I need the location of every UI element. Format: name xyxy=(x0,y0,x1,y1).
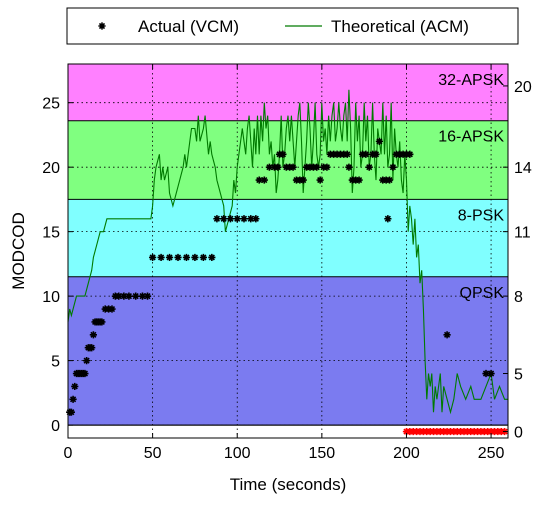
series-0-point-32 xyxy=(165,253,174,262)
band-label-0: QPSK xyxy=(460,285,505,302)
y-tick-label-3: 15 xyxy=(42,225,60,242)
series-0-point-43 xyxy=(247,215,255,223)
legend-label-actual: Actual (VCM) xyxy=(138,17,239,36)
right-tick-label-1: 5 xyxy=(514,367,523,384)
series-0-point-79 xyxy=(372,150,380,158)
series-0-point-28 xyxy=(138,292,147,300)
series-0-point-38 xyxy=(213,215,221,223)
series-0-point-9 xyxy=(81,369,89,378)
series-0-point-70 xyxy=(343,150,351,158)
legend-label-theoretical: Theoretical (ACM) xyxy=(331,17,469,36)
series-0-point-92 xyxy=(482,369,490,378)
modulation-bands xyxy=(68,64,508,426)
x-tick-label-5: 250 xyxy=(478,445,505,462)
series-0-point-27 xyxy=(132,292,140,300)
legend: Actual (VCM) Theoretical (ACM) xyxy=(66,7,519,45)
series-0-point-36 xyxy=(199,253,207,262)
right-axis-ticks: 0 5 8 11 14 20 xyxy=(503,79,532,442)
series-0-point-61 xyxy=(313,163,321,171)
band-1 xyxy=(68,199,508,277)
series-0-point-30 xyxy=(149,253,157,262)
series-0-point-76 xyxy=(362,150,370,158)
series-0-point-1 xyxy=(67,408,75,416)
y-axis-label: MODCOD xyxy=(9,212,28,289)
series-0-point-91 xyxy=(443,331,451,339)
legend-marker-actual xyxy=(98,22,106,30)
series-0-point-25 xyxy=(120,292,128,300)
series-0-point-44 xyxy=(252,215,260,223)
x-axis-label: Time (seconds) xyxy=(230,475,347,494)
series-0-point-10 xyxy=(83,357,91,365)
series-0-point-41 xyxy=(233,215,241,223)
reference-lines xyxy=(68,120,508,426)
series-0-point-42 xyxy=(240,215,248,223)
series-0-point-22 xyxy=(108,305,116,313)
series-0-point-45 xyxy=(255,176,263,184)
series-0-point-33 xyxy=(174,253,182,262)
series-0-point-46 xyxy=(260,176,268,184)
series-0-point-19 xyxy=(98,318,106,326)
x-tick-label-1: 50 xyxy=(144,445,162,462)
series-markers xyxy=(66,137,509,436)
legend-items: Actual (VCM) Theoretical (ACM) xyxy=(98,17,469,36)
series-0-point-80 xyxy=(375,137,383,145)
band-3 xyxy=(68,64,508,121)
series-0-point-49 xyxy=(274,163,282,171)
legend-box xyxy=(66,7,519,45)
right-tick-label-5: 20 xyxy=(514,79,532,96)
right-tick-label-3: 11 xyxy=(514,225,531,242)
right-tick-label-2: 8 xyxy=(514,289,523,306)
band-label-1: 8-PSK xyxy=(458,207,505,224)
y-tick-label-5: 25 xyxy=(42,96,60,113)
series-0-point-62 xyxy=(316,176,324,184)
series-0-point-74 xyxy=(355,176,363,184)
band-labels: QPSK 8-PSK 16-APSK 32-APSK xyxy=(438,72,504,302)
y-tick-label-1: 5 xyxy=(51,354,60,371)
series-0-point-77 xyxy=(365,163,373,171)
y-tick-label-4: 20 xyxy=(42,160,60,177)
series-0-point-40 xyxy=(226,215,235,223)
x-tick-label-3: 150 xyxy=(308,445,335,462)
series-0-point-93 xyxy=(487,369,495,378)
plot-frame xyxy=(67,63,509,439)
series-0-point-39 xyxy=(220,215,228,223)
x-tick-label-2: 100 xyxy=(224,445,251,462)
series-0-point-37 xyxy=(208,253,216,262)
right-tick-label-0: 0 xyxy=(514,425,523,442)
series-0-point-2 xyxy=(69,395,77,403)
series-0-point-90 xyxy=(406,150,414,158)
series-lines xyxy=(67,89,508,415)
series-0-point-35 xyxy=(191,253,199,262)
series-0-point-84 xyxy=(384,215,392,223)
series-0-point-64 xyxy=(323,163,331,171)
series-0-point-85 xyxy=(389,163,397,171)
y-axis-ticks: 0 5 10 15 20 25 xyxy=(42,96,73,435)
series-0-point-83 xyxy=(385,176,394,184)
band-label-3: 32-APSK xyxy=(438,72,504,89)
band-label-2: 16-APSK xyxy=(438,129,504,146)
series-0-point-13 xyxy=(88,344,96,352)
y-tick-label-0: 0 xyxy=(51,418,60,435)
series-0-point-34 xyxy=(182,253,191,262)
x-tick-label-0: 0 xyxy=(64,445,73,462)
series-0-point-54 xyxy=(289,163,297,171)
band-2 xyxy=(68,120,508,200)
series-0-point-31 xyxy=(157,253,165,262)
x-axis-ticks: 0 50 100 150 200 250 xyxy=(64,64,505,462)
series-0-point-57 xyxy=(299,176,307,184)
series-0-point-26 xyxy=(125,292,133,300)
series-0-point-47 xyxy=(265,163,273,171)
series-1-line xyxy=(67,89,508,415)
series-0-point-51 xyxy=(279,150,287,158)
series-0-point-3 xyxy=(71,382,79,391)
series-0-point-24 xyxy=(115,292,123,300)
right-tick-label-4: 14 xyxy=(514,160,532,177)
series-0-point-29 xyxy=(143,292,152,300)
y-tick-label-2: 10 xyxy=(42,289,60,306)
x-tick-label-4: 200 xyxy=(393,445,420,462)
series-0-point-14 xyxy=(89,331,97,339)
series-0-point-71 xyxy=(345,163,353,171)
